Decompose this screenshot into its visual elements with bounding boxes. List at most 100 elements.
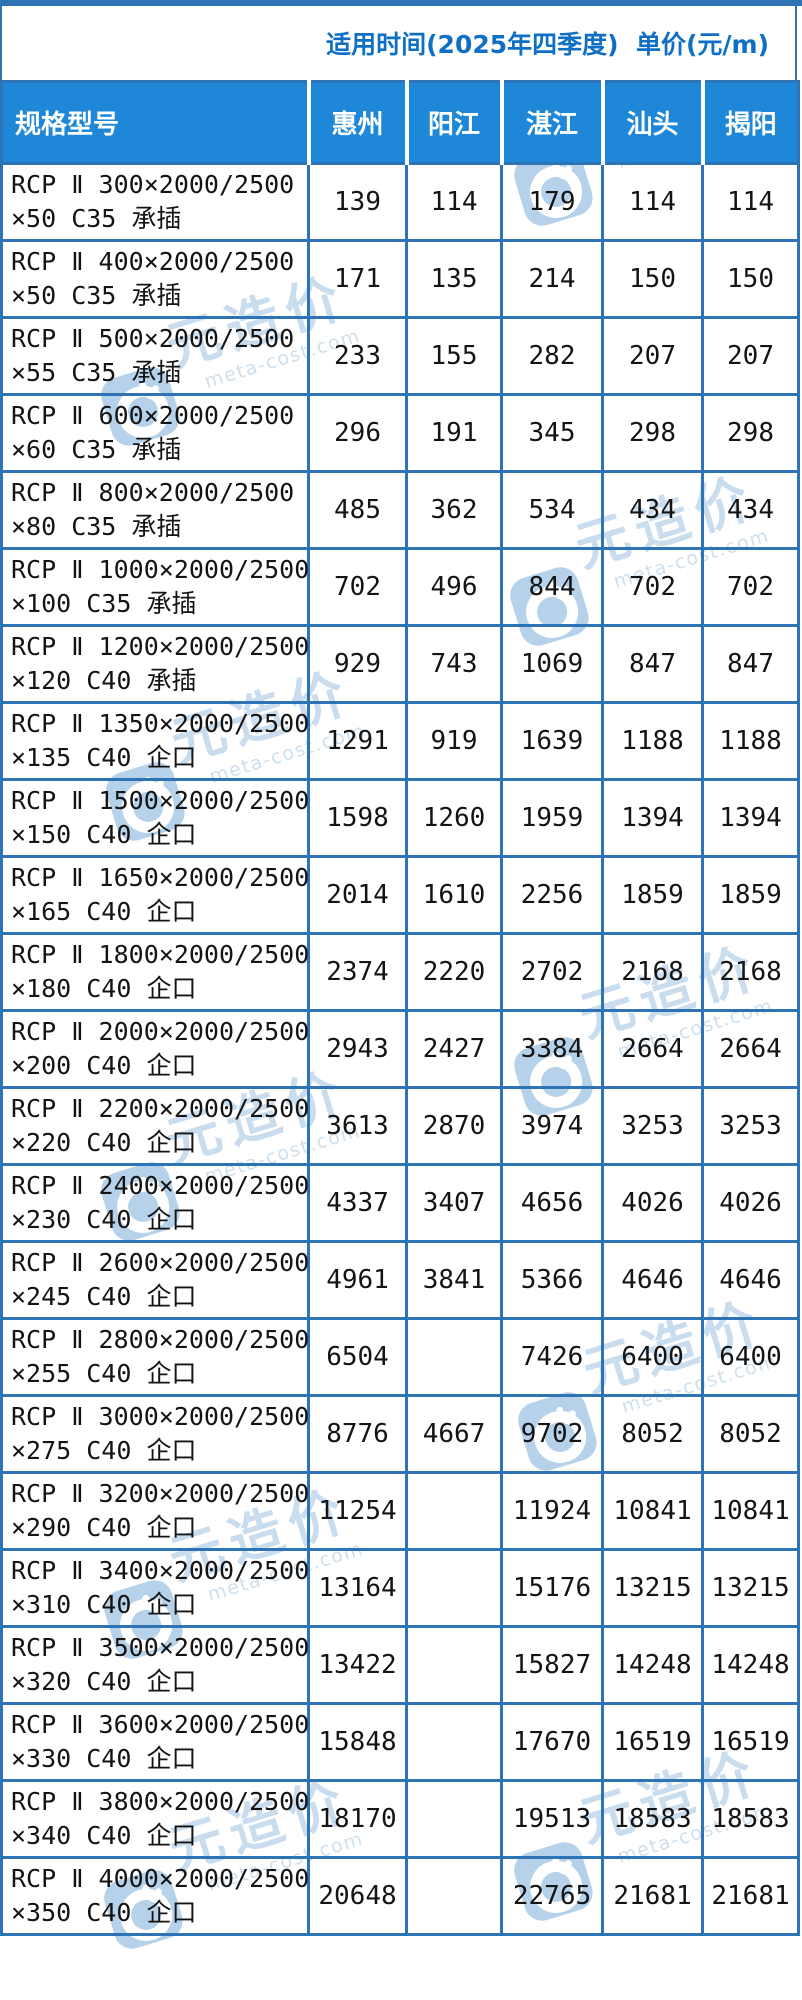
spec-line: RCP Ⅱ 3000×2000/2500 — [11, 1402, 310, 1431]
price-cell: 2870 — [405, 1086, 503, 1166]
price-cell: 362 — [405, 470, 503, 550]
spec-line: ×135 C40 企口 — [11, 743, 197, 772]
price-cell: 14248 — [701, 1625, 800, 1705]
price-cell: 233 — [307, 316, 408, 396]
price-cell: 16519 — [701, 1702, 800, 1782]
table-row: RCP Ⅱ 3400×2000/2500 ×310 C40 企口 13164 1517… — [0, 1548, 800, 1628]
spec-line: RCP Ⅱ 2000×2000/2500 — [11, 1017, 310, 1046]
spec-cell: RCP Ⅱ 3800×2000/2500 ×340 C40 企口 — [0, 1779, 310, 1859]
spec-line: ×180 C40 企口 — [11, 974, 197, 1003]
price-cell: 345 — [500, 393, 604, 473]
table-row: RCP Ⅱ 3500×2000/2500 ×320 C40 企口 13422 1582… — [0, 1625, 800, 1705]
price-cell: 847 — [601, 624, 704, 704]
price-cell: 207 — [601, 316, 704, 396]
price-cell: 1394 — [601, 778, 704, 858]
column-header-city: 揭阳 — [700, 80, 800, 165]
column-header-city: 阳江 — [404, 80, 503, 165]
price-cell: 702 — [601, 547, 704, 627]
table-row: RCP Ⅱ 1800×2000/2500 ×180 C40 企口 2374 2220 2… — [0, 932, 800, 1012]
price-cell: 4667 — [405, 1394, 503, 1474]
spec-line: RCP Ⅱ 2600×2000/2500 — [11, 1248, 310, 1277]
spec-line: ×310 C40 企口 — [11, 1590, 197, 1619]
price-cell: 2220 — [405, 932, 503, 1012]
column-header-spec: 规格型号 — [0, 80, 310, 165]
column-header-city: 惠州 — [306, 80, 408, 165]
price-cell: 214 — [500, 239, 604, 319]
spec-cell: RCP Ⅱ 2000×2000/2500 ×200 C40 企口 — [0, 1009, 310, 1089]
spec-line: ×245 C40 企口 — [11, 1282, 197, 1311]
spec-line: RCP Ⅱ 3500×2000/2500 — [11, 1633, 310, 1662]
table-row: RCP Ⅱ 3000×2000/2500 ×275 C40 企口 8776 4667 9… — [0, 1394, 800, 1474]
spec-line: ×120 C40 承插 — [11, 666, 197, 695]
price-cell: 114 — [405, 162, 503, 242]
price-cell: 15827 — [500, 1625, 604, 1705]
price-cell: 150 — [701, 239, 800, 319]
spec-line: ×200 C40 企口 — [11, 1051, 197, 1080]
price-cell: 1260 — [405, 778, 503, 858]
price-cell: 13422 — [307, 1625, 408, 1705]
price-cell — [405, 1317, 503, 1397]
price-cell: 13164 — [307, 1548, 408, 1628]
price-cell: 22765 — [500, 1856, 604, 1936]
table-row: RCP Ⅱ 800×2000/2500 ×80 C35 承插 485 362 534 43… — [0, 470, 800, 550]
spec-cell: RCP Ⅱ 1200×2000/2500 ×120 C40 承插 — [0, 624, 310, 704]
price-cell: 13215 — [701, 1548, 800, 1628]
spec-line: ×165 C40 企口 — [11, 897, 197, 926]
price-cell: 298 — [701, 393, 800, 473]
spec-line: RCP Ⅱ 2200×2000/2500 — [11, 1094, 310, 1123]
price-cell: 114 — [701, 162, 800, 242]
price-cell: 20648 — [307, 1856, 408, 1936]
price-cell: 4646 — [601, 1240, 704, 1320]
price-cell: 6400 — [601, 1317, 704, 1397]
price-cell: 18170 — [307, 1779, 408, 1859]
spec-line: RCP Ⅱ 1500×2000/2500 — [11, 786, 310, 815]
price-cell: 743 — [405, 624, 503, 704]
table-row: RCP Ⅱ 3600×2000/2500 ×330 C40 企口 15848 1767… — [0, 1702, 800, 1782]
price-cell: 11924 — [500, 1471, 604, 1551]
price-cell: 10841 — [601, 1471, 704, 1551]
price-cell: 1188 — [701, 701, 800, 781]
table-row: RCP Ⅱ 1650×2000/2500 ×165 C40 企口 2014 1610 2… — [0, 855, 800, 935]
price-cell — [405, 1702, 503, 1782]
price-cell: 2943 — [307, 1009, 408, 1089]
spec-line: RCP Ⅱ 800×2000/2500 — [11, 478, 295, 507]
price-cell: 4646 — [701, 1240, 800, 1320]
spec-cell: RCP Ⅱ 500×2000/2500 ×55 C35 承插 — [0, 316, 310, 396]
price-cell: 2256 — [500, 855, 604, 935]
table-row: RCP Ⅱ 500×2000/2500 ×55 C35 承插 233 155 282 20… — [0, 316, 800, 396]
spec-cell: RCP Ⅱ 600×2000/2500 ×60 C35 承插 — [0, 393, 310, 473]
price-cell: 21681 — [601, 1856, 704, 1936]
price-cell: 207 — [701, 316, 800, 396]
price-cell: 4337 — [307, 1163, 408, 1243]
spec-line: ×150 C40 企口 — [11, 820, 197, 849]
spec-line: RCP Ⅱ 3200×2000/2500 — [11, 1479, 310, 1508]
price-cell: 844 — [500, 547, 604, 627]
price-cell — [405, 1779, 503, 1859]
price-cell: 18583 — [701, 1779, 800, 1859]
price-cell: 139 — [307, 162, 408, 242]
price-cell: 155 — [405, 316, 503, 396]
price-cell: 2168 — [701, 932, 800, 1012]
column-header-city: 汕头 — [600, 80, 704, 165]
spec-line: RCP Ⅱ 400×2000/2500 — [11, 247, 295, 276]
price-cell: 1610 — [405, 855, 503, 935]
page-title: 适用时间(2025年四季度) 单价(元/m) — [326, 30, 769, 59]
price-cell: 2427 — [405, 1009, 503, 1089]
spec-line: RCP Ⅱ 1200×2000/2500 — [11, 632, 310, 661]
price-cell: 4656 — [500, 1163, 604, 1243]
price-cell: 6504 — [307, 1317, 408, 1397]
price-cell: 1959 — [500, 778, 604, 858]
price-table: 规格型号 惠州 阳江 湛江 汕头 揭阳 RCP Ⅱ 300×2000/2500 ×50 C… — [0, 80, 800, 1936]
price-cell: 3974 — [500, 1086, 604, 1166]
price-cell: 2702 — [500, 932, 604, 1012]
price-cell — [405, 1548, 503, 1628]
spec-line: ×50 C35 承插 — [11, 204, 182, 233]
price-cell: 4026 — [601, 1163, 704, 1243]
table-row: RCP Ⅱ 2400×2000/2500 ×230 C40 企口 4337 3407 4… — [0, 1163, 800, 1243]
price-cell: 8052 — [701, 1394, 800, 1474]
table-row: RCP Ⅱ 300×2000/2500 ×50 C35 承插 139 114 179 11… — [0, 162, 800, 242]
price-cell: 17670 — [500, 1702, 604, 1782]
spec-cell: RCP Ⅱ 1650×2000/2500 ×165 C40 企口 — [0, 855, 310, 935]
price-cell: 4961 — [307, 1240, 408, 1320]
